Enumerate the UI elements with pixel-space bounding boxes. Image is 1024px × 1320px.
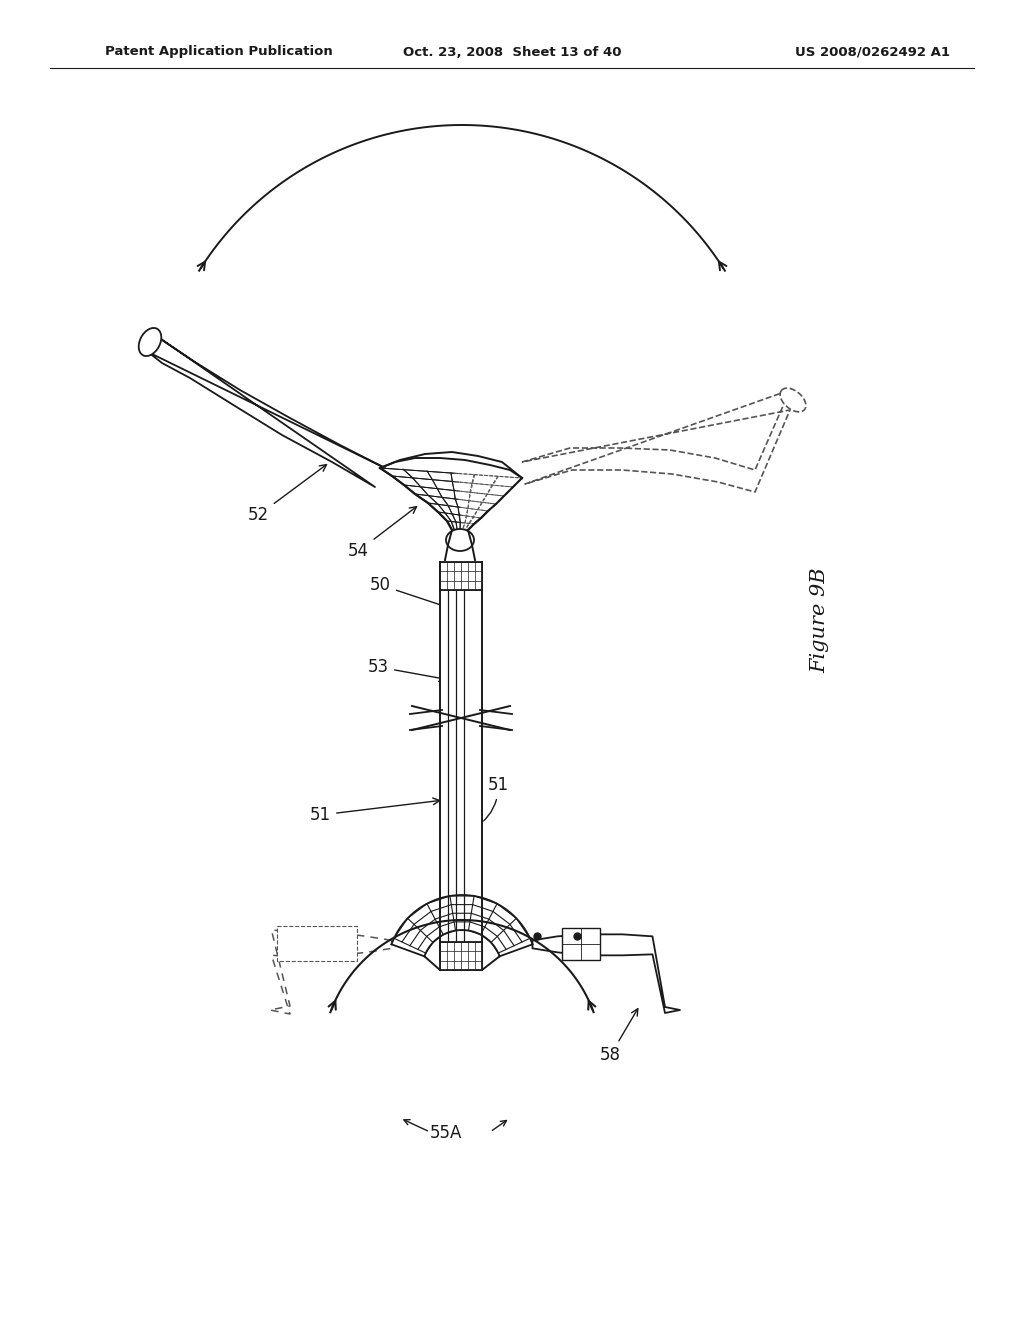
Polygon shape	[522, 389, 790, 492]
Text: 55A: 55A	[430, 1125, 463, 1142]
Text: 54: 54	[348, 507, 417, 560]
Text: 52: 52	[248, 465, 327, 524]
Text: 51: 51	[310, 799, 439, 824]
Text: 50: 50	[370, 576, 452, 610]
Bar	[440, 942, 482, 970]
Polygon shape	[270, 931, 391, 1014]
Text: 51: 51	[474, 776, 509, 828]
Ellipse shape	[780, 388, 806, 412]
Text: 53: 53	[368, 657, 445, 681]
Text: Oct. 23, 2008  Sheet 13 of 40: Oct. 23, 2008 Sheet 13 of 40	[402, 45, 622, 58]
Polygon shape	[148, 330, 385, 487]
Bar	[276, 927, 356, 961]
Bar	[440, 562, 482, 590]
Text: Figure 9B: Figure 9B	[811, 568, 829, 673]
Polygon shape	[532, 935, 680, 1012]
Polygon shape	[440, 562, 482, 960]
Bar	[562, 928, 600, 961]
Text: 58: 58	[600, 1008, 638, 1064]
Ellipse shape	[138, 327, 162, 356]
Polygon shape	[380, 469, 522, 531]
Ellipse shape	[446, 529, 474, 550]
Text: US 2008/0262492 A1: US 2008/0262492 A1	[795, 45, 950, 58]
Text: Patent Application Publication: Patent Application Publication	[105, 45, 333, 58]
